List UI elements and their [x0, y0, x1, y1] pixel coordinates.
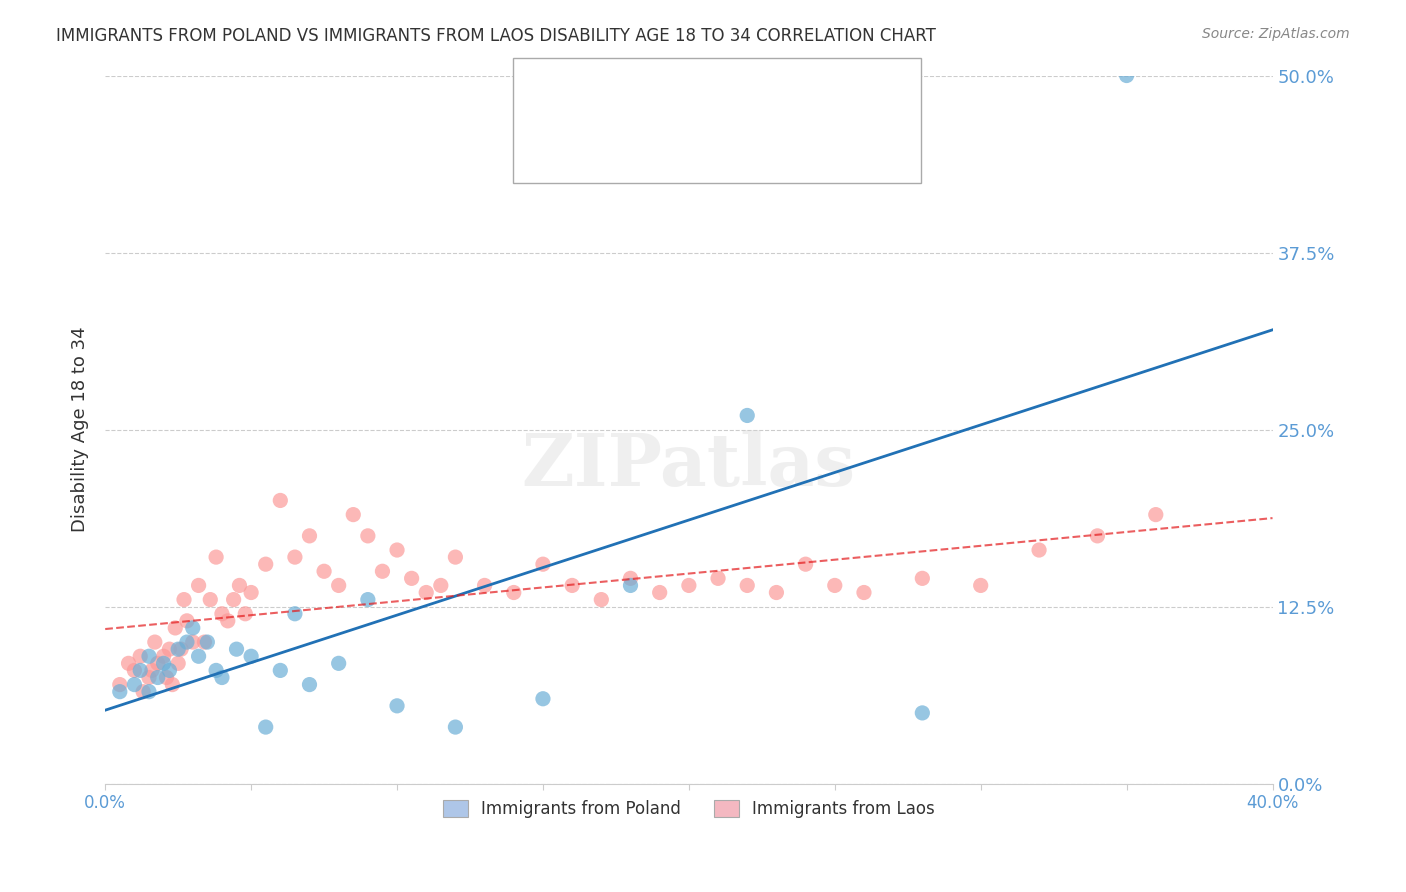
Point [444, 720, 467, 734]
Point [129, 649, 152, 664]
Point [117, 657, 139, 671]
Point [298, 677, 321, 691]
Point [157, 642, 180, 657]
Point [1087, 529, 1109, 543]
Point [152, 657, 174, 671]
Point [141, 664, 163, 678]
Point [401, 571, 423, 585]
Point [474, 578, 496, 592]
Legend: Immigrants from Poland, Immigrants from Laos: Immigrants from Poland, Immigrants from … [436, 794, 942, 825]
Point [328, 657, 350, 671]
Point [561, 578, 583, 592]
Point [228, 578, 250, 592]
Point [132, 684, 155, 698]
Point [195, 635, 218, 649]
Point [108, 677, 131, 691]
Point [205, 550, 228, 565]
Point [357, 592, 380, 607]
Point [187, 578, 209, 592]
Point [143, 635, 166, 649]
Point [181, 635, 204, 649]
Y-axis label: Disability Age 18 to 34: Disability Age 18 to 34 [72, 326, 89, 533]
Point [187, 649, 209, 664]
Point [707, 571, 730, 585]
Text: Source: ZipAtlas.com: Source: ZipAtlas.com [1202, 27, 1350, 41]
Point [240, 649, 263, 664]
Point [385, 543, 408, 558]
Point [284, 550, 307, 565]
Point [146, 657, 169, 671]
Point [240, 585, 263, 599]
Point [824, 578, 846, 592]
Point [342, 508, 364, 522]
Point [1144, 508, 1167, 522]
Point [619, 571, 641, 585]
Point [193, 635, 215, 649]
Point [205, 664, 228, 678]
Point [254, 720, 277, 734]
Point [217, 614, 239, 628]
Point [648, 585, 671, 599]
Point [211, 607, 233, 621]
Point [176, 635, 198, 649]
Point [911, 571, 934, 585]
Point [357, 529, 380, 543]
Point [167, 657, 190, 671]
Point [181, 621, 204, 635]
Point [157, 664, 180, 678]
Point [222, 592, 245, 607]
Point [852, 585, 875, 599]
Point [298, 529, 321, 543]
Point [415, 585, 437, 599]
Point [233, 607, 256, 621]
Point [502, 585, 524, 599]
Point [794, 557, 817, 571]
Point [444, 550, 467, 565]
Point [269, 493, 291, 508]
Point [385, 698, 408, 713]
Point [138, 684, 160, 698]
Point [591, 592, 613, 607]
Text: IMMIGRANTS FROM POLAND VS IMMIGRANTS FROM LAOS DISABILITY AGE 18 TO 34 CORRELATI: IMMIGRANTS FROM POLAND VS IMMIGRANTS FRO… [56, 27, 936, 45]
Point [167, 642, 190, 657]
Point [765, 585, 787, 599]
Point [735, 409, 758, 423]
Point [678, 578, 700, 592]
Point [138, 649, 160, 664]
Point [1115, 69, 1137, 83]
Point [911, 706, 934, 720]
Point [970, 578, 993, 592]
Point [211, 671, 233, 685]
Point [173, 592, 195, 607]
Point [176, 614, 198, 628]
Point [531, 557, 554, 571]
Point [155, 671, 177, 685]
Point [269, 664, 291, 678]
Point [284, 607, 307, 621]
Point [165, 621, 187, 635]
Point [1028, 543, 1050, 558]
Point [254, 557, 277, 571]
Point [200, 592, 222, 607]
Point [124, 677, 146, 691]
Point [328, 578, 350, 592]
Point [138, 671, 160, 685]
Point [162, 677, 184, 691]
Point [735, 578, 758, 592]
Point [430, 578, 453, 592]
Point [129, 664, 152, 678]
Point [314, 564, 336, 578]
Legend:  R = 0.573   N = 30,  R = 0.263   N = 62: R = 0.573 N = 30, R = 0.263 N = 62 [603, 71, 845, 145]
Point [146, 671, 169, 685]
Point [619, 578, 641, 592]
Point [152, 649, 174, 664]
Point [124, 664, 146, 678]
Point [108, 684, 131, 698]
Point [225, 642, 247, 657]
Point [170, 642, 193, 657]
Point [531, 691, 554, 706]
Text: ZIPatlas: ZIPatlas [522, 430, 856, 500]
Point [371, 564, 394, 578]
